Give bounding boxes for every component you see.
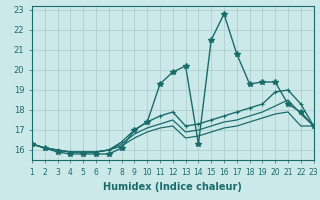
X-axis label: Humidex (Indice chaleur): Humidex (Indice chaleur) bbox=[103, 182, 242, 192]
